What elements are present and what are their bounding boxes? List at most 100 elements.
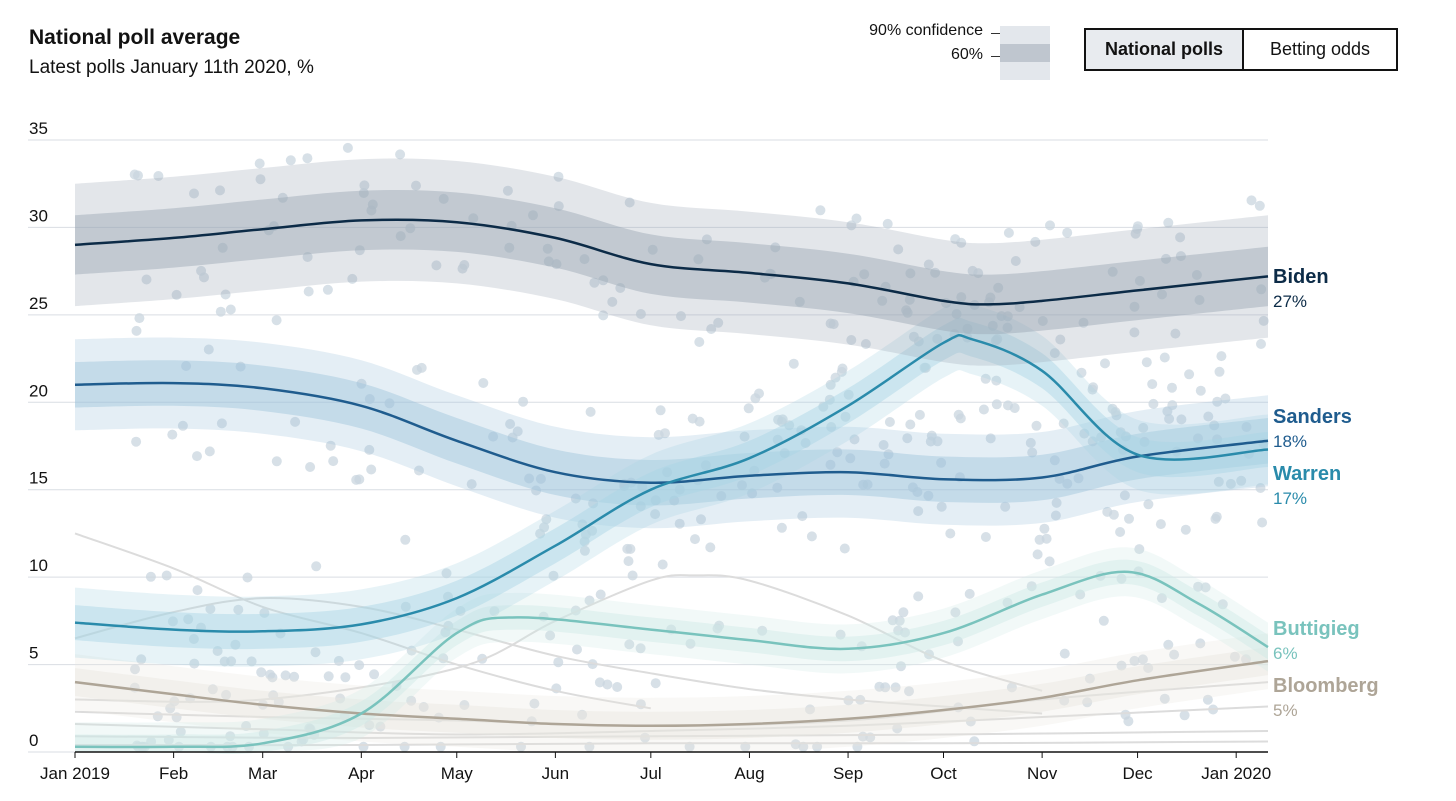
poll-dot [400,534,411,545]
poll-dot [325,440,336,451]
poll-dot [830,372,841,383]
poll-dot [615,283,626,293]
poll-dot [950,234,961,245]
poll-dot [1132,221,1143,232]
poll-dot [655,405,666,416]
ci60-label: 60% [950,46,983,63]
poll-dot [1241,654,1251,665]
poll-dot [1210,513,1221,524]
poll-dot [757,625,768,636]
poll-dot [945,528,956,539]
poll-dot [216,418,227,429]
poll-dot [215,306,226,317]
x-tick-label: Nov [1027,764,1058,783]
poll-dot [271,456,282,467]
poll-dot [851,213,862,224]
poll-dot [828,319,839,330]
poll-dot [1134,275,1145,286]
tab-betting-odds[interactable]: Betting odds [1244,30,1396,69]
poll-dot [859,269,870,280]
ci90-label: 90% confidence [869,22,983,39]
poll-dot [1138,422,1149,433]
poll-dot [1159,352,1170,363]
poll-dot [579,536,590,547]
poll-dot [635,501,646,512]
y-tick-label: 0 [29,731,38,750]
poll-dot [904,686,914,697]
poll-dot [1014,302,1025,313]
poll-dot [623,556,634,567]
poll-dot [1120,431,1131,442]
poll-dot [131,436,142,447]
poll-dot [950,607,961,618]
poll-dot [772,482,783,493]
poll-dot [441,568,452,579]
poll-dot [328,456,339,467]
poll-dot [455,606,466,616]
poll-dot [858,479,869,490]
poll-dot [1009,403,1020,413]
poll-dot [980,373,991,384]
poll-dot [220,289,231,300]
poll-dot [640,732,650,743]
poll-dot [890,682,901,693]
poll-dot [233,604,244,615]
poll-dot [570,493,581,504]
poll-dot [141,274,152,285]
poll-dot [936,457,947,468]
poll-dot [770,242,781,253]
poll-dot [919,362,930,373]
poll-dot [1049,348,1060,359]
poll-dot [1179,710,1190,721]
x-tick-label: Apr [348,764,375,783]
x-tick-label: Dec [1122,764,1153,783]
other-candidate-line [74,597,1043,715]
bloomberg-end-value: 5% [1273,701,1298,720]
poll-dot [518,396,529,407]
poll-dot [1220,393,1231,404]
poll-dot [619,481,630,491]
poll-dot [277,192,288,203]
poll-dot [246,656,257,667]
poll-dot [818,401,829,412]
y-tick-label: 35 [29,119,48,138]
poll-dot [414,465,424,476]
poll-dot [367,199,378,210]
poll-dot [1129,327,1140,338]
poll-dot [204,446,215,457]
poll-dot [712,623,723,634]
poll-dot [965,716,976,727]
poll-dot [553,657,564,668]
poll-dot [459,700,470,710]
poll-dot [1073,473,1084,484]
tab-national-polls[interactable]: National polls [1086,30,1244,69]
poll-dot [1137,654,1148,665]
poll-dot [1108,509,1119,520]
y-tick-label: 30 [29,206,48,225]
poll-dot [776,522,787,533]
poll-dot [839,543,850,554]
poll-dot [912,487,923,497]
x-axis: Jan 2019 Feb Mar Apr May Jun Jul Aug Sep Oct Nov De… [40,751,1271,783]
poll-dot [145,571,156,582]
poll-dot [406,695,417,706]
poll-dot [700,460,711,471]
poll-dot [878,440,889,450]
x-tick-label: Mar [248,764,278,783]
poll-dot [956,292,967,303]
warren-end-value: 17% [1273,489,1307,508]
y-tick-label: 15 [29,469,48,488]
poll-dot [255,174,266,185]
poll-dot [1162,406,1173,417]
poll-dot [1170,328,1181,339]
poll-dot [1026,581,1037,592]
poll-dot [553,171,564,182]
poll-dot [812,741,823,752]
x-tick-label: Oct [930,764,957,783]
buttigieg-ci90-band [75,547,1268,754]
y-tick-label: 20 [29,381,48,400]
poll-dot [743,403,754,414]
poll-dot [1229,651,1240,662]
poll-dot [627,570,638,581]
poll-dot [964,588,975,599]
